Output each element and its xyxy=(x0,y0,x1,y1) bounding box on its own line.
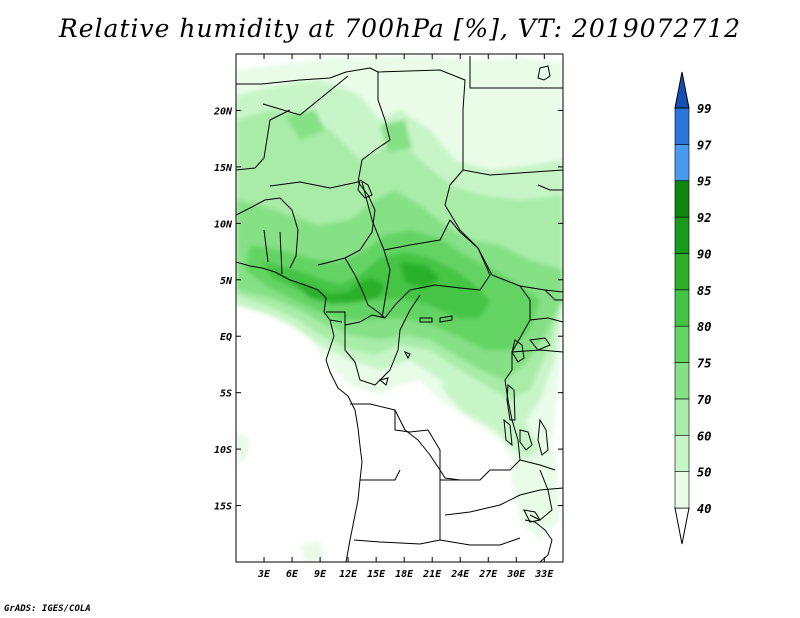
lat-tick-label: 5S xyxy=(220,389,232,400)
colorbar-label: 80 xyxy=(697,320,711,334)
lon-tick-label: 3E xyxy=(257,569,271,580)
colorbar-segment xyxy=(674,362,690,400)
colorbar-segment xyxy=(674,471,690,509)
colorbar-segment xyxy=(674,253,690,291)
grads-credit: GrADS: IGES/COLA xyxy=(4,604,91,614)
lat-tick-label: 5N xyxy=(220,276,233,287)
country-borders xyxy=(236,56,563,562)
colorbar-segment xyxy=(674,107,690,145)
lat-tick-label: EQ xyxy=(220,332,232,343)
latitude-axis: 20N 15N 10N 5N EQ 5S 10S 15S xyxy=(213,106,563,513)
colorbar-segment xyxy=(674,289,690,327)
map-title: Relative humidity at 700hPa [%], VT: 201… xyxy=(58,14,742,43)
colorbar-label: 99 xyxy=(697,102,711,116)
lon-tick-label: 27E xyxy=(478,569,498,580)
colorbar-label: 60 xyxy=(697,429,711,443)
lon-tick-label: 9E xyxy=(314,569,327,580)
colorbar-label: 95 xyxy=(697,175,711,189)
colorbar-label: 92 xyxy=(697,211,711,225)
colorbar-segment xyxy=(674,325,690,363)
lon-tick-label: 24E xyxy=(450,569,470,580)
colorbar-label: 75 xyxy=(697,357,711,371)
colorbar-segment xyxy=(674,144,690,182)
lon-tick-label: 6E xyxy=(286,569,299,580)
lon-tick-label: 21E xyxy=(422,569,442,580)
humidity-field xyxy=(236,56,563,562)
lakes xyxy=(357,65,551,523)
longitude-axis: 3E 6E 9E 12E 15E 18E 21E 24E 27E 30E 33E xyxy=(257,54,554,580)
colorbar-label: 90 xyxy=(697,247,711,261)
lon-tick-label: 33E xyxy=(534,569,554,580)
colorbar-label: 97 xyxy=(697,138,712,152)
colorbar-label: 85 xyxy=(697,284,711,298)
lat-tick-label: 15N xyxy=(214,163,233,174)
lat-tick-label: 10S xyxy=(214,445,232,456)
map-frame xyxy=(235,53,564,563)
colorbar-segment xyxy=(674,434,690,472)
lat-tick-label: 10N xyxy=(214,219,233,230)
colorbar-label: 70 xyxy=(697,393,711,407)
lat-tick-label: 20N xyxy=(213,106,233,117)
colorbar-segment xyxy=(674,398,690,436)
colorbar-label: 40 xyxy=(697,502,711,516)
colorbar-segment xyxy=(674,216,690,254)
lon-tick-label: 12E xyxy=(339,569,358,580)
lon-tick-label: 15E xyxy=(367,569,386,580)
lat-tick-label: 15S xyxy=(214,502,232,513)
lon-tick-label: 30E xyxy=(506,569,526,580)
colorbar-label: 50 xyxy=(697,466,711,480)
colorbar: 40 50 60 70 75 80 85 90 92 95 97 99 xyxy=(674,71,712,545)
humidity-region-85 xyxy=(290,278,385,304)
lon-tick-label: 18E xyxy=(395,569,414,580)
colorbar-segment xyxy=(674,180,690,218)
colorbar-upper-arrow xyxy=(674,71,690,109)
colorbar-lower-arrow xyxy=(674,507,690,545)
